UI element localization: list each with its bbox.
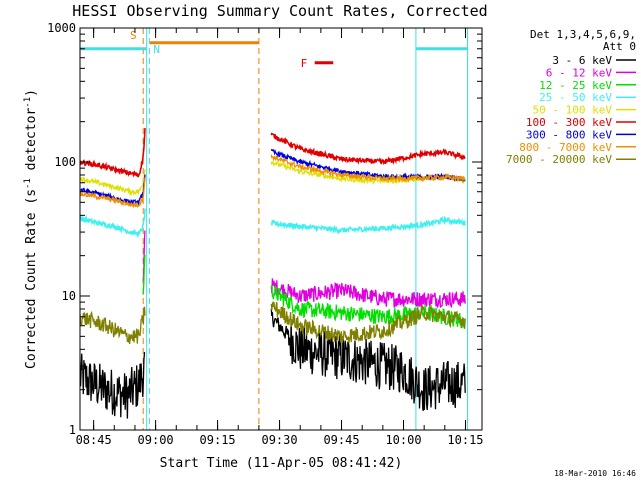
series-line-0-seg2 xyxy=(270,308,466,411)
series-line-8-seg1 xyxy=(80,306,146,345)
x-tick-label-6: 10:15 xyxy=(447,433,483,447)
plot-frame xyxy=(79,27,483,431)
series-line-7-seg1 xyxy=(80,177,146,209)
series-line-4-seg1 xyxy=(80,169,146,197)
x-tick-label-1: 09:00 xyxy=(138,433,174,447)
legend-label-4: 50 - 100 keV xyxy=(533,104,613,117)
chart-title: HESSI Observing Summary Count Rates, Cor… xyxy=(72,2,487,20)
series-line-3-seg1 xyxy=(80,208,146,238)
legend-label-3: 25 - 50 keV xyxy=(539,91,612,104)
legend-header-1: Att 0 xyxy=(603,40,636,53)
series-line-6-seg2 xyxy=(270,148,466,182)
x-tick-label-5: 10:00 xyxy=(385,433,421,447)
y-tick-label-1: 10 xyxy=(62,289,76,303)
marker-label-n: N xyxy=(153,43,160,56)
footer-date: 18-Mar-2010 16:46 xyxy=(554,469,636,478)
series-line-5-seg2 xyxy=(270,132,466,166)
legend-label-6: 300 - 800 keV xyxy=(526,128,612,141)
series-line-0-seg1 xyxy=(80,352,146,419)
x-axis-label: Start Time (11-Apr-05 08:41:42) xyxy=(160,456,403,471)
series-line-6-seg1 xyxy=(80,174,146,207)
series-line-3-seg2 xyxy=(270,215,466,235)
marker-label-s: S xyxy=(130,29,137,42)
series-line-2-seg2 xyxy=(270,284,466,329)
legend-label-0: 3 - 6 keV xyxy=(552,54,612,67)
legend-label-7: 800 - 7000 keV xyxy=(519,141,612,154)
series-line-8-seg2 xyxy=(270,300,466,344)
x-tick-label-3: 09:30 xyxy=(261,433,297,447)
y-tick-label-3: 1000 xyxy=(47,21,76,35)
x-tick-label-0: 08:45 xyxy=(76,433,112,447)
x-tick-label-4: 09:45 xyxy=(323,433,359,447)
series-line-2-seg1 xyxy=(142,254,146,295)
y-axis-label: Corrected Count Rate (s-1 detector-1) xyxy=(23,89,39,369)
legend-label-2: 12 - 25 keV xyxy=(539,79,612,92)
marker-label-f: F xyxy=(301,57,308,70)
series-line-1-seg2 xyxy=(270,278,466,309)
y-tick-label-0: 1 xyxy=(69,423,76,437)
legend-header-0: Det 1,3,4,5,6,9, xyxy=(530,28,636,41)
x-tick-label-2: 09:15 xyxy=(200,433,236,447)
series-line-5-seg1 xyxy=(80,128,146,178)
legend-label-1: 6 - 12 keV xyxy=(546,66,613,79)
legend-label-8: 7000 - 20000 keV xyxy=(506,153,612,166)
y-tick-label-2: 100 xyxy=(54,155,76,169)
series-line-7-seg2 xyxy=(270,154,466,184)
legend-label-5: 100 - 300 keV xyxy=(526,116,612,129)
